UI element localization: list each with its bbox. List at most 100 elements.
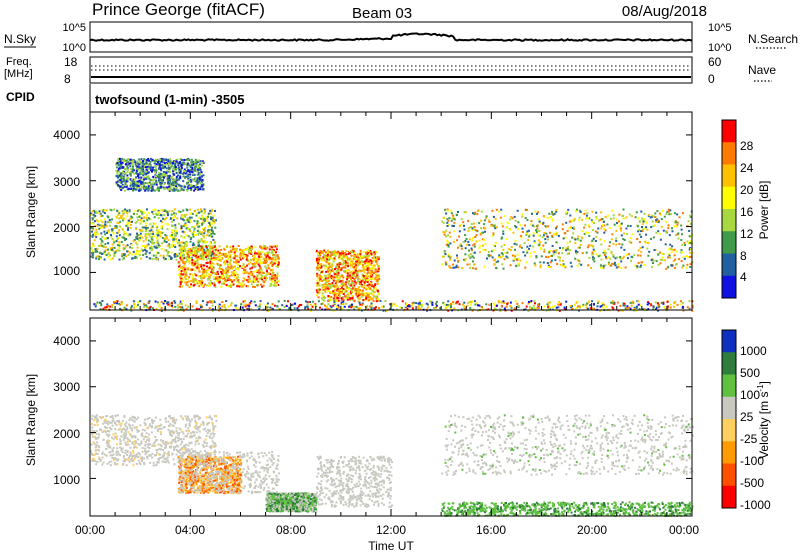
power-cell bbox=[171, 235, 174, 238]
power-cell bbox=[211, 268, 214, 271]
power-cell bbox=[190, 187, 193, 190]
power-cell bbox=[206, 254, 209, 257]
power-cell bbox=[366, 272, 369, 275]
power-cell bbox=[357, 276, 360, 279]
power-cell bbox=[351, 305, 354, 308]
power-cell bbox=[543, 232, 546, 234]
power-cell bbox=[269, 285, 272, 287]
power-cell bbox=[355, 290, 358, 293]
power-cell bbox=[355, 294, 358, 296]
power-cell bbox=[155, 175, 157, 178]
power-cell bbox=[447, 219, 450, 222]
power-cell bbox=[189, 269, 192, 272]
power-cell bbox=[139, 222, 142, 225]
power-cell bbox=[106, 303, 109, 306]
power-cell bbox=[159, 219, 162, 222]
power-cell bbox=[327, 289, 330, 292]
power-cell bbox=[335, 283, 338, 286]
power-cell bbox=[449, 307, 452, 310]
power-cell bbox=[152, 175, 155, 178]
power-cell bbox=[321, 294, 324, 297]
power-cell bbox=[193, 264, 196, 267]
power-cell bbox=[217, 249, 220, 252]
power-cell bbox=[194, 263, 196, 266]
power-cell bbox=[472, 252, 475, 254]
power-cell bbox=[211, 309, 214, 312]
power-cell bbox=[558, 256, 561, 259]
power-cell bbox=[487, 308, 490, 311]
power-cell bbox=[220, 268, 223, 271]
power-cell bbox=[592, 258, 595, 261]
power-cell bbox=[354, 257, 357, 260]
power-cell bbox=[117, 158, 120, 161]
power-cell bbox=[141, 165, 144, 168]
power-cell bbox=[637, 300, 640, 303]
power-cell bbox=[347, 287, 350, 290]
power-cell bbox=[344, 251, 346, 254]
power-cell bbox=[358, 283, 361, 285]
power-cell bbox=[189, 257, 192, 260]
power-cell bbox=[145, 255, 148, 258]
power-cell bbox=[156, 301, 159, 304]
power-cell bbox=[578, 304, 581, 307]
power-cell bbox=[349, 252, 351, 255]
power-cell bbox=[190, 189, 193, 191]
power-cell bbox=[240, 282, 243, 285]
power-cell bbox=[217, 279, 220, 282]
power-cell bbox=[591, 256, 594, 259]
power-cell bbox=[251, 263, 254, 265]
power-cell bbox=[195, 300, 198, 303]
power-cell bbox=[691, 309, 694, 312]
power-cell bbox=[119, 179, 122, 182]
power-cell bbox=[192, 225, 195, 228]
power-cell bbox=[517, 228, 519, 230]
power-cell bbox=[189, 208, 191, 211]
power-cell bbox=[124, 210, 127, 213]
power-cell bbox=[201, 271, 204, 274]
power-cell bbox=[196, 186, 199, 188]
power-cell bbox=[534, 241, 537, 244]
power-cell bbox=[342, 288, 345, 290]
power-cell bbox=[655, 260, 658, 263]
power-cell bbox=[127, 234, 130, 237]
power-cell bbox=[587, 217, 590, 220]
power-cell bbox=[140, 182, 143, 185]
power-cell bbox=[197, 167, 200, 170]
power-cell bbox=[186, 182, 189, 185]
power-cell bbox=[191, 268, 194, 271]
power-cell bbox=[531, 307, 534, 310]
power-cell bbox=[181, 216, 184, 219]
power-cell bbox=[342, 256, 345, 259]
power-cell bbox=[688, 256, 691, 258]
power-cell bbox=[536, 227, 539, 230]
power-cell bbox=[155, 169, 158, 172]
power-cell bbox=[164, 258, 167, 260]
power-cell bbox=[189, 212, 192, 215]
power-cell bbox=[451, 218, 454, 220]
power-cell bbox=[325, 254, 328, 257]
power-cell bbox=[163, 174, 166, 177]
power-cell bbox=[447, 253, 450, 256]
power-cell bbox=[464, 258, 467, 261]
power-cell bbox=[657, 306, 660, 309]
power-cell bbox=[213, 259, 216, 261]
power-cell bbox=[580, 236, 583, 239]
power-cell bbox=[210, 265, 213, 268]
power-cell bbox=[202, 270, 205, 272]
power-cell bbox=[261, 250, 264, 253]
power-cell bbox=[612, 300, 615, 303]
power-cell bbox=[689, 242, 692, 244]
power-cell bbox=[179, 271, 182, 274]
power-cell bbox=[242, 271, 245, 274]
power-cell bbox=[116, 162, 119, 164]
power-cell bbox=[514, 307, 517, 310]
power-cell bbox=[610, 264, 613, 267]
power-cell bbox=[124, 163, 127, 166]
power-cell bbox=[199, 283, 202, 285]
power-cell bbox=[527, 239, 530, 242]
power-cell bbox=[555, 209, 558, 212]
power-cell bbox=[173, 300, 176, 303]
power-cell bbox=[259, 251, 262, 254]
power-cell bbox=[202, 258, 205, 261]
power-cell bbox=[558, 309, 561, 312]
